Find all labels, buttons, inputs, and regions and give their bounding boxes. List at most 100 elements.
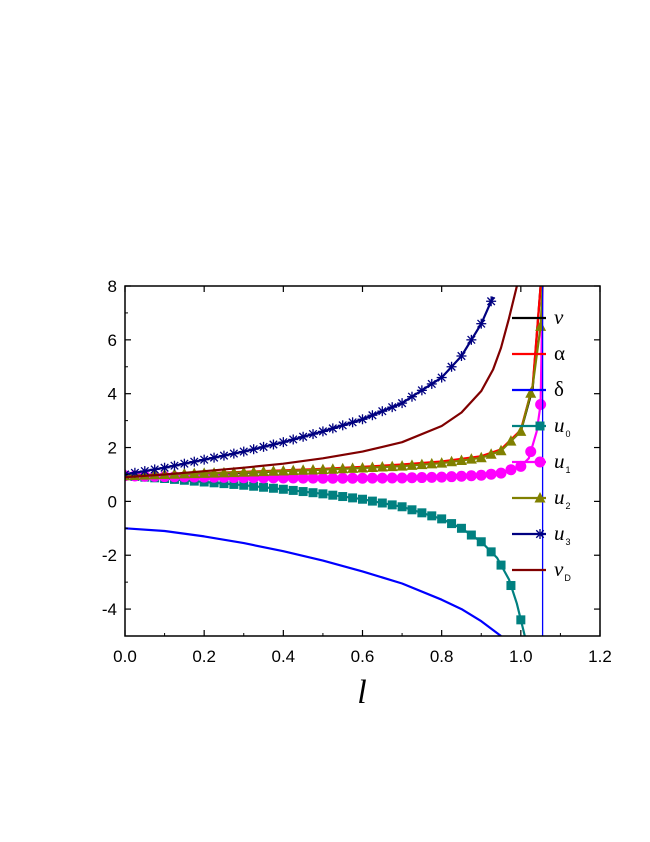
data-point: [366, 461, 378, 473]
data-point: [239, 480, 249, 490]
data-point: [416, 385, 427, 396]
legend-item: u0: [512, 413, 571, 439]
data-point: [396, 472, 408, 484]
data-point: [485, 448, 497, 459]
legend-label: u0: [554, 413, 571, 439]
data-point: [347, 417, 358, 428]
data-point: [496, 560, 506, 570]
data-point: [475, 469, 487, 481]
data-point: [179, 458, 190, 469]
x-tick-label: 0.0: [113, 647, 137, 666]
data-point: [427, 511, 437, 521]
data-point: [228, 448, 239, 459]
data-point: [495, 444, 507, 456]
x-tick-label: 0.4: [272, 647, 296, 666]
legend-label: u3: [554, 521, 571, 547]
series-line: [125, 527, 502, 636]
data-point: [268, 483, 278, 493]
data-point: [376, 461, 388, 472]
x-tick-label: 1.0: [509, 647, 533, 666]
data-point: [446, 471, 458, 483]
data-point: [199, 454, 210, 465]
data-point: [486, 296, 497, 307]
data-point: [535, 529, 545, 539]
data-point: [437, 514, 447, 524]
legend: vαδ u0 u1 u2 u3 vD: [512, 305, 571, 583]
y-tick-label: 8: [108, 277, 117, 296]
y-tick-label: 6: [108, 331, 117, 350]
data-point: [476, 537, 486, 547]
data-point: [416, 472, 428, 484]
legend-item: u3: [512, 521, 571, 547]
data-point: [397, 502, 407, 512]
data-point: [455, 470, 467, 482]
data-point: [376, 472, 388, 484]
series-line: [125, 286, 544, 480]
legend-item: α: [512, 341, 565, 365]
data-point: [218, 450, 229, 461]
data-point: [455, 454, 467, 465]
series-layer: [125, 286, 547, 636]
data-point: [535, 421, 545, 431]
data-point: [307, 463, 319, 475]
data-point: [287, 472, 299, 484]
data-point: [347, 472, 359, 484]
legend-label: u2: [554, 485, 571, 511]
data-point: [465, 453, 477, 464]
data-point: [475, 451, 487, 463]
data-point: [535, 320, 547, 331]
data-point: [386, 472, 398, 484]
legend-label: v: [554, 305, 564, 329]
legend-item: u2: [512, 485, 571, 511]
data-point: [287, 464, 299, 476]
series-δ: [125, 527, 502, 636]
data-point: [218, 466, 230, 478]
data-point: [337, 462, 349, 474]
data-point: [396, 460, 408, 471]
data-point: [386, 460, 398, 472]
data-point: [209, 452, 220, 463]
data-point: [317, 426, 328, 437]
data-point: [367, 496, 377, 506]
data-point: [159, 462, 170, 473]
y-tick-label: 0: [108, 492, 117, 511]
series-α: [125, 286, 542, 477]
data-point: [298, 487, 308, 497]
data-point: [209, 478, 219, 488]
data-point: [407, 505, 417, 515]
data-point: [377, 498, 387, 508]
legend-item: δ: [512, 377, 564, 401]
data-point: [456, 523, 466, 533]
data-point: [327, 463, 339, 474]
data-point: [328, 490, 338, 500]
data-point: [357, 414, 368, 425]
data-point: [357, 472, 368, 484]
data-point: [397, 398, 408, 409]
data-point: [288, 485, 298, 495]
data-point: [357, 462, 368, 473]
series-vD: [125, 286, 518, 479]
series-line: [125, 286, 542, 477]
data-point: [406, 391, 417, 402]
data-point: [258, 465, 270, 477]
data-point: [525, 446, 537, 458]
data-point: [387, 402, 398, 413]
data-point: [505, 464, 517, 476]
data-point: [327, 423, 338, 434]
series-v: [125, 286, 542, 479]
data-point: [516, 615, 526, 625]
y-tick-label: -2: [102, 546, 117, 565]
data-point: [515, 425, 527, 436]
data-point: [229, 479, 239, 489]
series-line: [125, 286, 544, 477]
data-point: [436, 372, 447, 383]
data-point: [535, 398, 547, 410]
series-line: [125, 286, 542, 479]
data-point: [248, 465, 260, 477]
x-tick-label: 0.8: [430, 647, 454, 666]
series-u0: [125, 471, 526, 636]
data-point: [446, 455, 458, 467]
data-point: [465, 470, 477, 482]
data-point: [436, 471, 448, 483]
